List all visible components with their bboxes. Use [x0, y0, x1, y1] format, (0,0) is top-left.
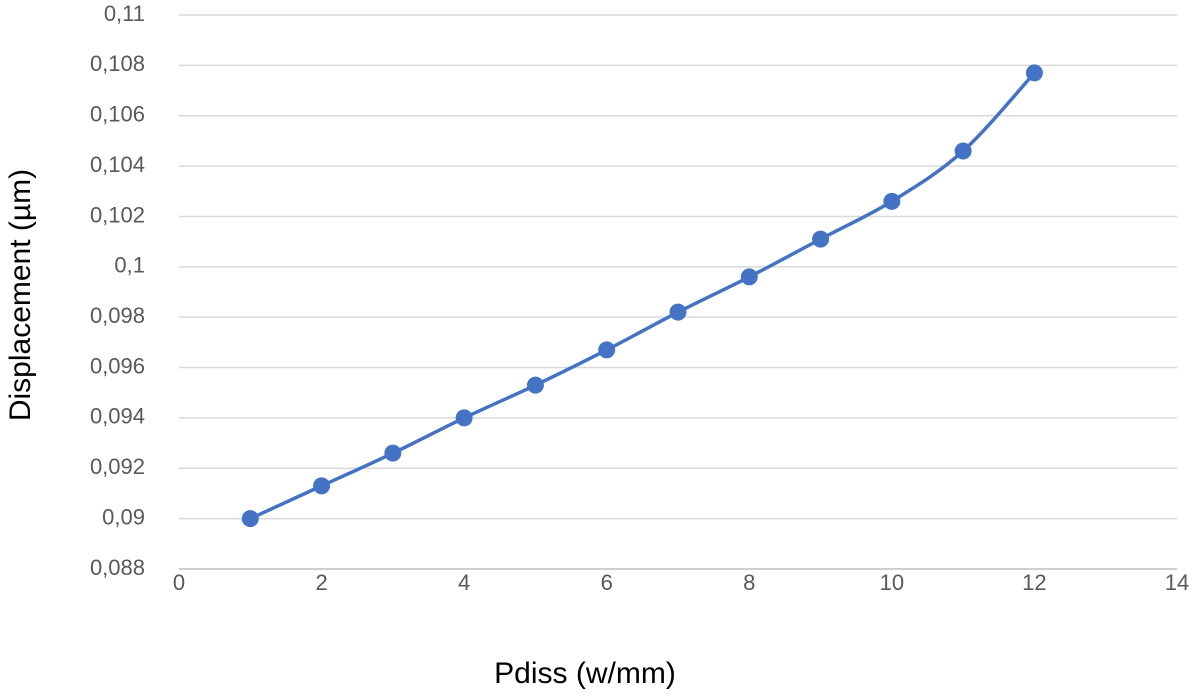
marker — [241, 510, 259, 528]
y-axis-title: Displacement (µm) — [4, 169, 37, 421]
y-tick-label: 0,1 — [114, 253, 145, 278]
x-tick-label: 0 — [173, 570, 185, 595]
y-tick-label: 0,11 — [104, 1, 145, 26]
marker — [740, 268, 758, 286]
y-tick-label: 0,088 — [90, 555, 145, 580]
marker — [384, 444, 402, 462]
x-axis-title: Pdiss (w/mm) — [494, 657, 676, 690]
y-tick-label: 0,108 — [90, 51, 145, 76]
marker — [1025, 64, 1043, 82]
x-tick-label: 2 — [315, 570, 327, 595]
marker — [954, 142, 972, 160]
x-tick-label: 10 — [880, 570, 904, 595]
x-tick-label: 14 — [1165, 570, 1189, 595]
marker — [883, 192, 901, 210]
marker — [526, 376, 544, 394]
y-tick-label: 0,092 — [90, 454, 145, 479]
x-tick-label: 6 — [601, 570, 613, 595]
y-tick-label: 0,096 — [90, 353, 145, 378]
marker — [598, 341, 616, 359]
marker — [669, 303, 687, 321]
x-tick-label: 8 — [743, 570, 755, 595]
y-tick-label: 0,098 — [90, 303, 145, 328]
y-tick-label: 0,104 — [90, 152, 145, 177]
y-tick-label: 0,106 — [90, 102, 145, 127]
marker — [812, 230, 830, 248]
x-tick-label: 4 — [458, 570, 470, 595]
y-tick-label: 0,102 — [90, 202, 145, 227]
y-tick-label: 0,094 — [90, 404, 145, 429]
x-tick-label: 12 — [1022, 570, 1046, 595]
marker — [313, 477, 331, 495]
y-tick-label: 0,09 — [102, 504, 145, 529]
marker — [455, 409, 473, 427]
line — [249, 71, 1036, 521]
